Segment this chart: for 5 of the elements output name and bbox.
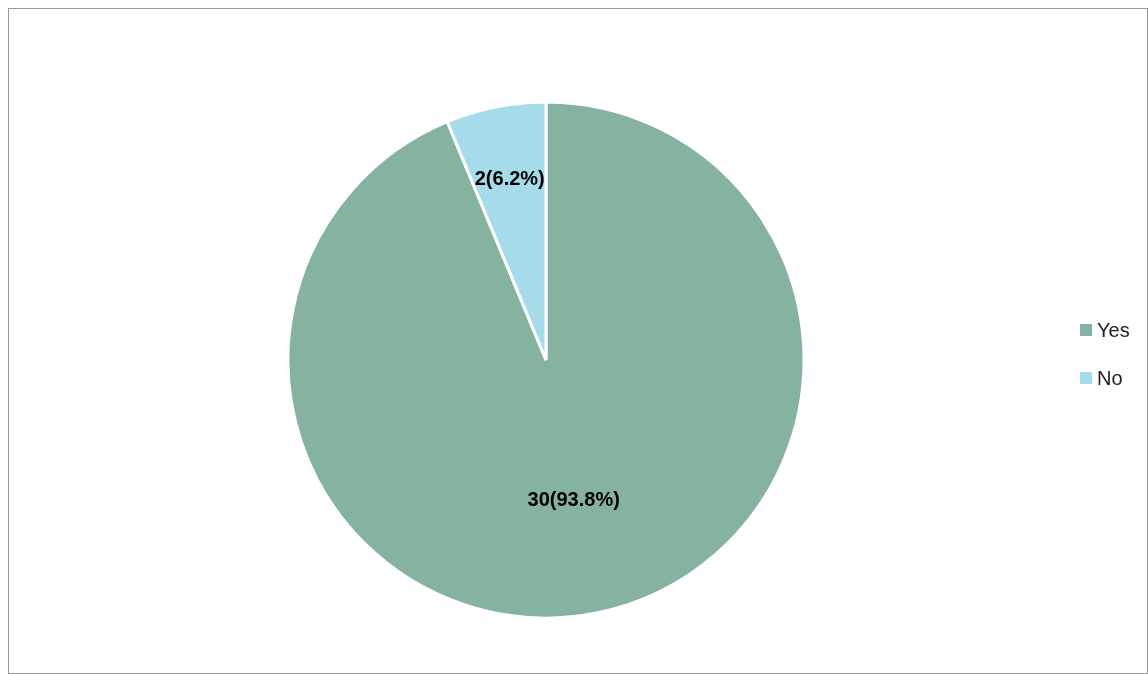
data-label: 30(93.8%) [527, 488, 620, 511]
legend-label: Yes [1097, 319, 1130, 341]
data-label: 2(6.2%) [474, 166, 545, 189]
legend-label: No [1097, 367, 1123, 389]
pie-slice [286, 100, 806, 620]
